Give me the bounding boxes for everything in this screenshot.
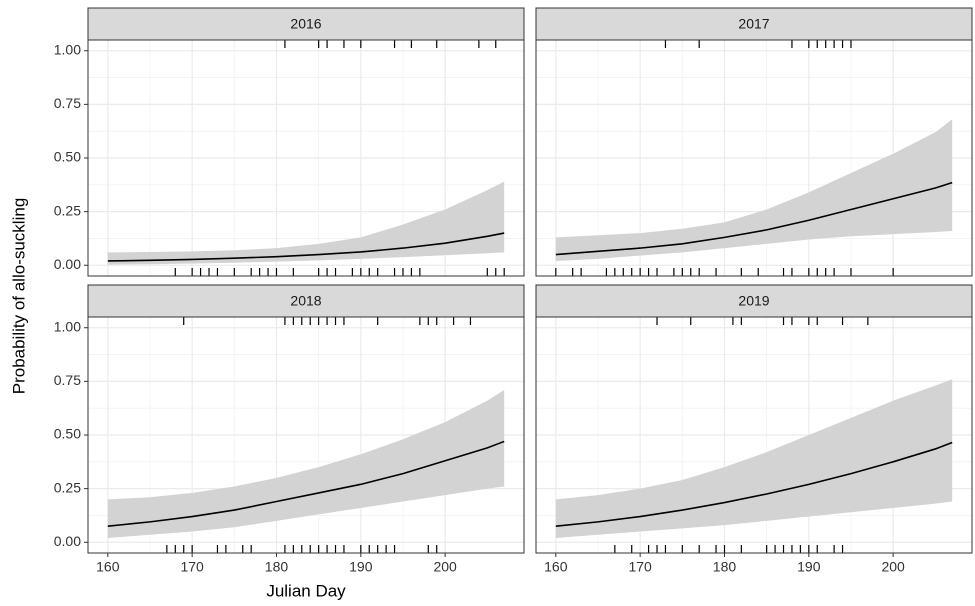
strip [535, 7, 973, 41]
x-tick-label: 200 [433, 559, 457, 575]
x-tick-label: 160 [96, 559, 120, 575]
y-tick-label: 0.00 [54, 533, 81, 549]
confidence-ribbon [555, 119, 953, 261]
y-tick-label: 0.25 [54, 479, 81, 495]
x-tick-label: 160 [544, 559, 568, 575]
x-tick-label: 190 [349, 559, 373, 575]
strip [535, 284, 973, 318]
y-tick-label: 0.50 [54, 426, 81, 442]
x-axis-title: Julian Day [266, 581, 346, 600]
x-tick-label: 170 [628, 559, 652, 575]
fitted-line [107, 440, 505, 527]
strip-text: 2017 [738, 16, 769, 32]
y-tick-label: 0.50 [54, 149, 81, 165]
fitted-line [555, 181, 953, 256]
strip [87, 7, 525, 41]
panel-border [535, 39, 973, 277]
strip [87, 284, 525, 318]
y-axis-title: Probability of allo-suckling [9, 198, 28, 395]
y-tick-label: 0.25 [54, 202, 81, 218]
x-tick-label: 170 [180, 559, 204, 575]
strip-text: 2019 [738, 293, 769, 309]
fitted-line [107, 232, 505, 262]
x-tick-label: 180 [265, 559, 289, 575]
x-tick-label: 180 [713, 559, 737, 575]
y-tick-label: 1.00 [54, 318, 81, 334]
strip-text: 2016 [290, 16, 321, 32]
confidence-ribbon [107, 389, 505, 538]
y-tick-label: 1.00 [54, 41, 81, 57]
x-tick-label: 190 [797, 559, 821, 575]
fitted-line [555, 441, 953, 527]
confidence-ribbon [555, 379, 953, 538]
panel-border [535, 316, 973, 554]
confidence-ribbon [107, 181, 505, 265]
y-tick-label: 0.75 [54, 95, 81, 111]
x-tick-label: 200 [881, 559, 905, 575]
y-tick-label: 0.00 [54, 256, 81, 272]
y-tick-label: 0.75 [54, 372, 81, 388]
strip-text: 2018 [290, 293, 321, 309]
